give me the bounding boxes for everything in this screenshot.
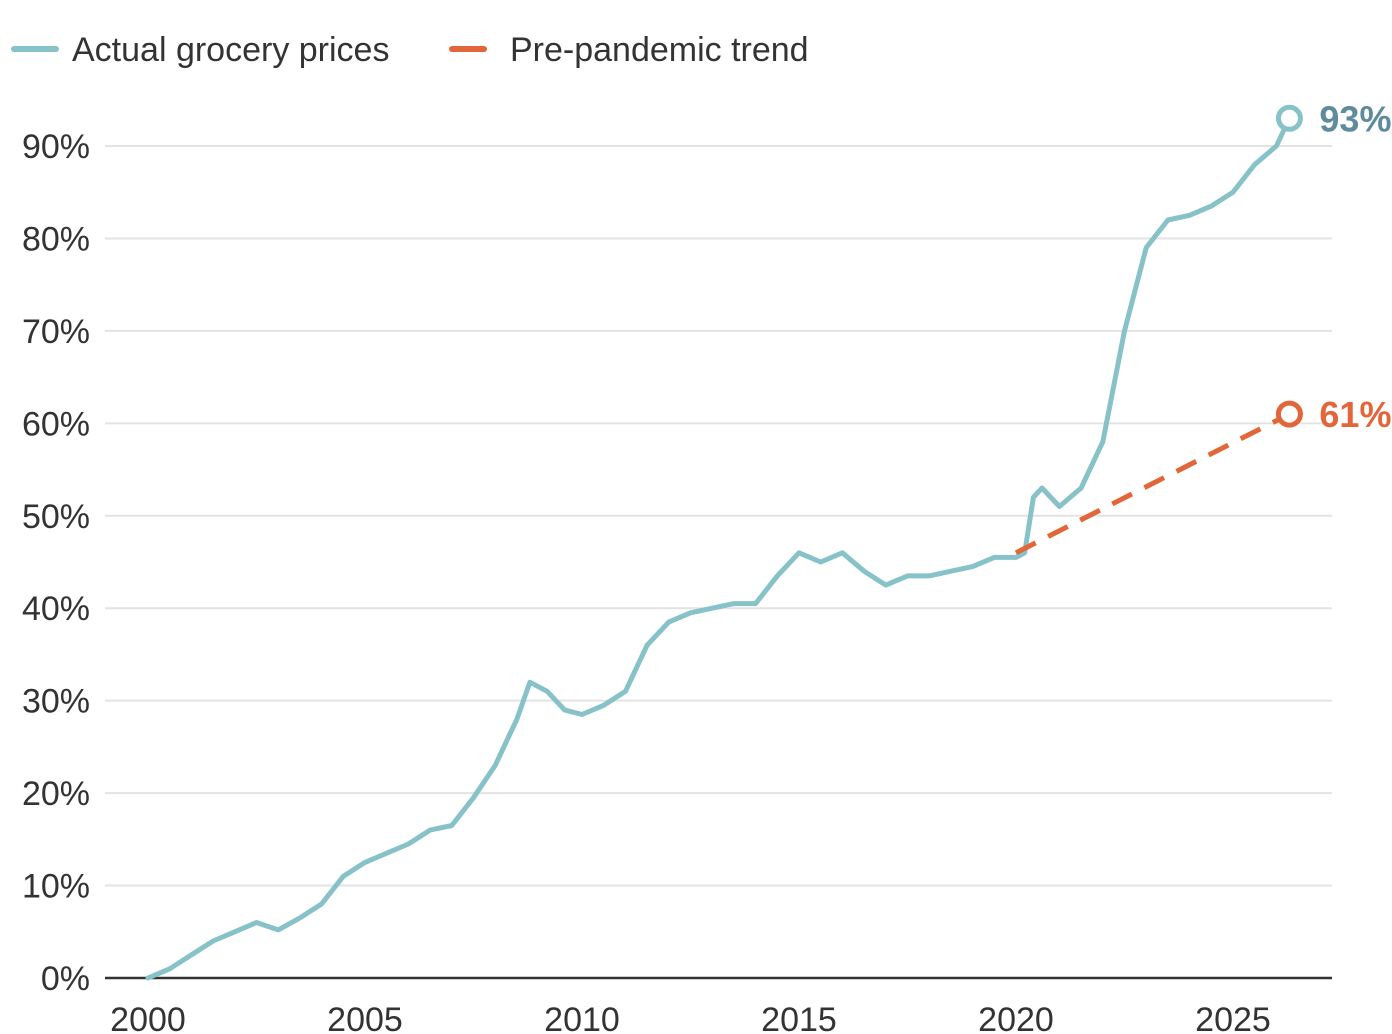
y-tick-label: 10% [22,868,90,906]
y-tick-label: 80% [22,220,90,258]
x-tick-label: 2020 [978,1001,1054,1034]
end-point-marker [1275,104,1303,132]
series-line-actual [145,115,1292,981]
y-tick-label: 60% [22,405,90,443]
end-value-label: 61% [1319,394,1391,435]
end-labels: 93% 61% [1275,98,1391,435]
series-lines [145,115,1292,981]
y-tick-label: 40% [22,590,90,628]
x-tick-label: 2000 [110,1001,186,1034]
end-value-label: 93% [1319,98,1391,139]
y-axis: 0% 10% 20% 30% 40% 50% 60% 70% 80% 90% [22,128,90,998]
y-tick-label: 50% [22,498,90,536]
y-tick-label: 20% [22,775,90,813]
y-tick-label: 90% [22,128,90,166]
x-tick-label: 2025 [1195,1001,1271,1034]
series-line-trend [1014,411,1291,556]
x-axis: 2000 2005 2010 2015 2020 2025 [105,976,1332,1034]
legend-label: Pre-pandemic trend [510,31,809,69]
y-tick-label: 0% [41,960,90,998]
legend-label: Actual grocery prices [72,31,389,69]
y-tick-label: 70% [22,313,90,351]
grid-lines [105,145,1332,887]
x-tick-label: 2005 [327,1001,403,1034]
legend: Actual grocery prices Pre-pandemic trend [11,31,809,69]
end-point-marker [1275,400,1303,428]
x-tick-label: 2015 [761,1001,837,1034]
y-tick-label: 30% [22,683,90,721]
x-tick-label: 2010 [544,1001,620,1034]
